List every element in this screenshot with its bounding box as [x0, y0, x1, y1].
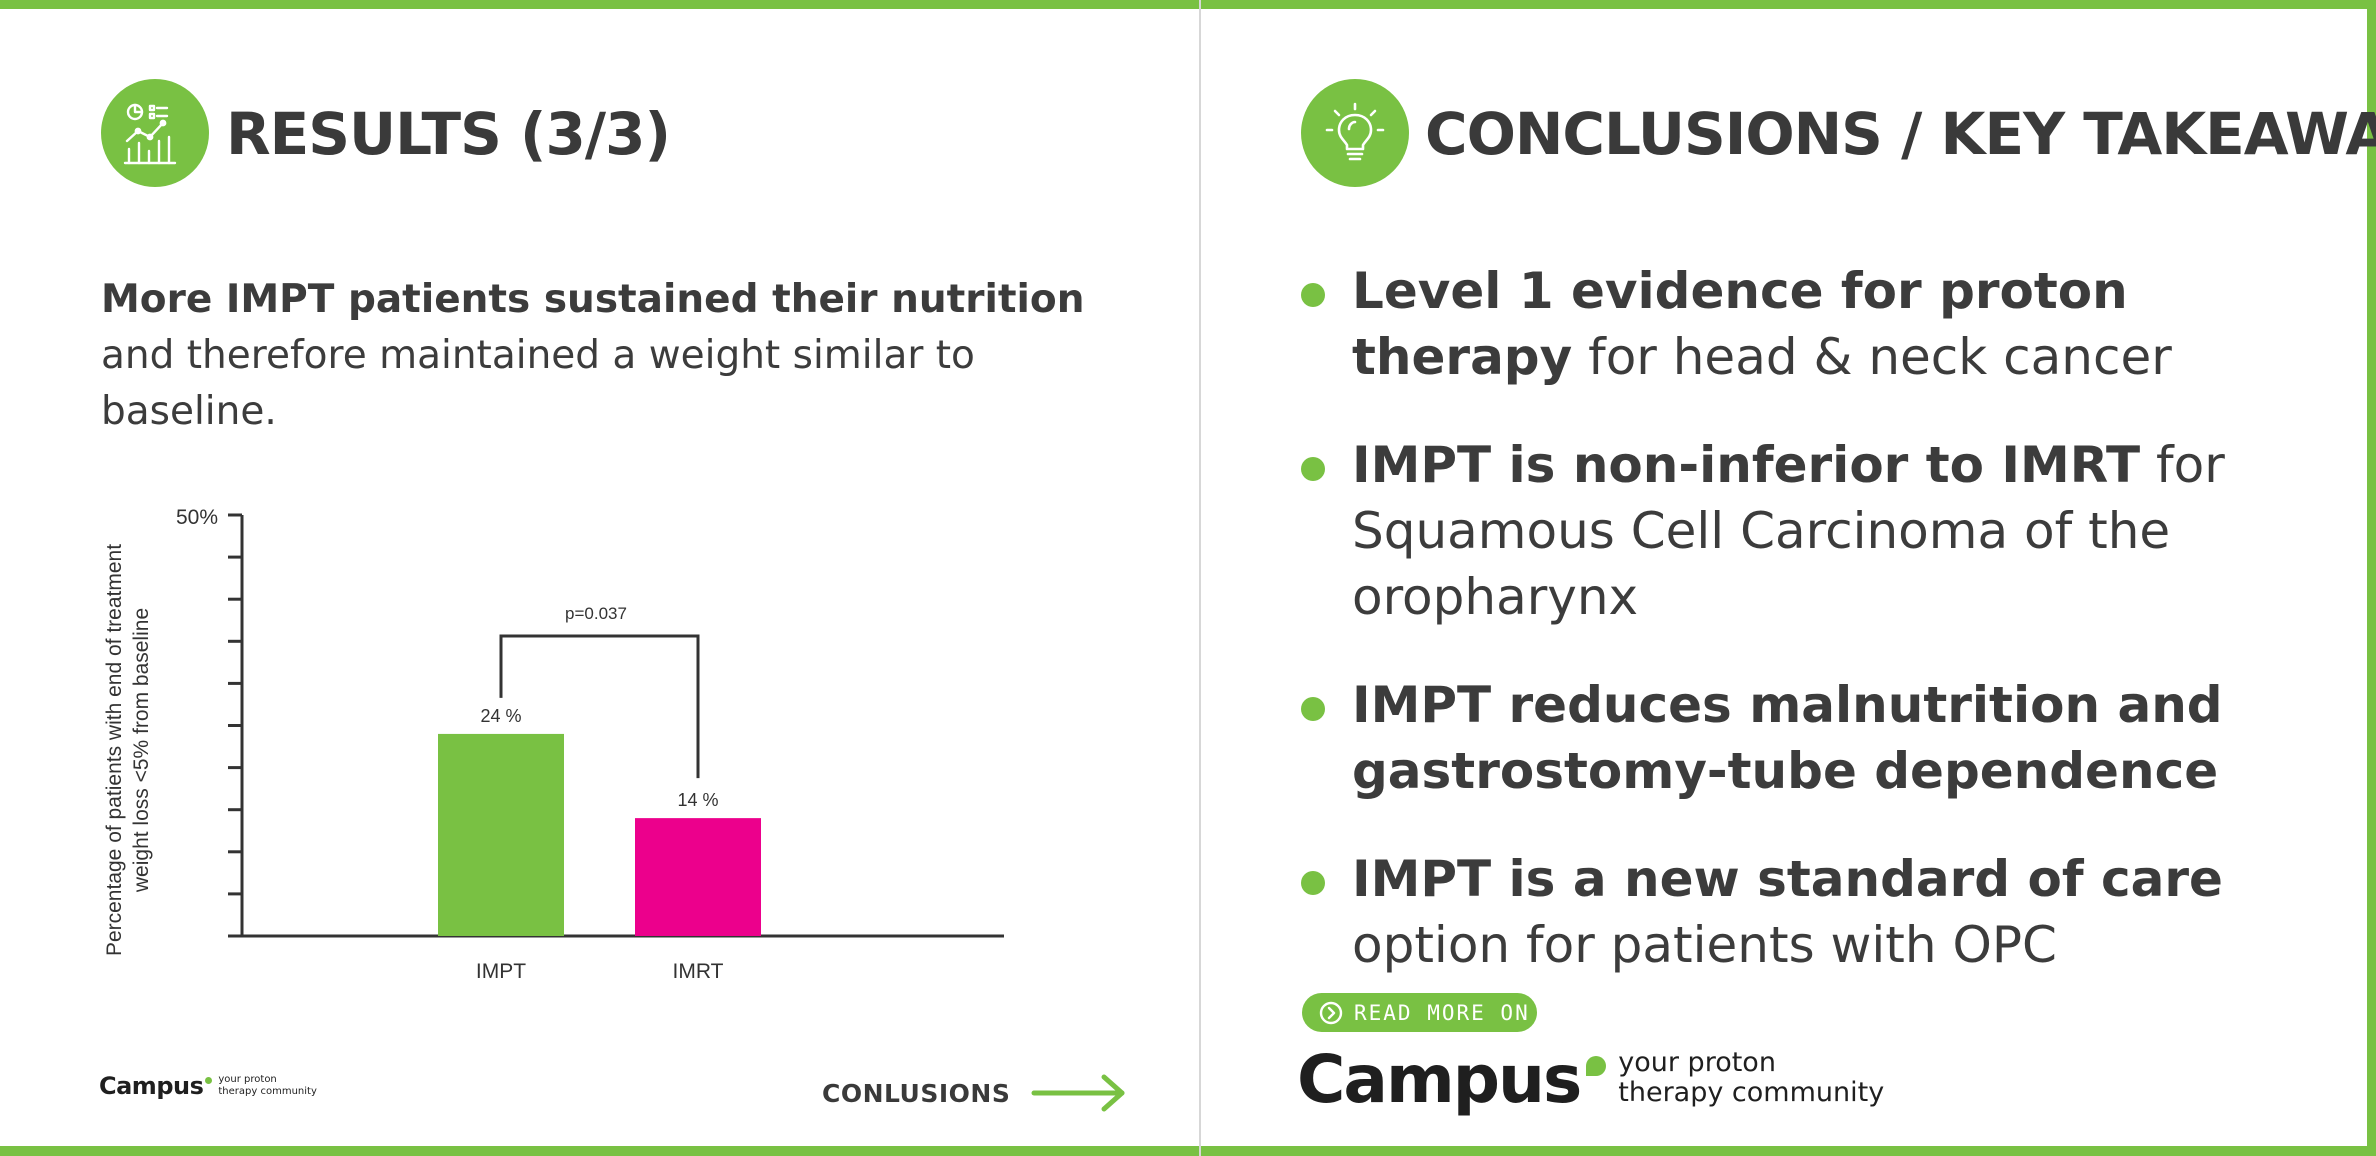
campus-logo-large[interactable]: Campus your proton therapy community: [1297, 1040, 1884, 1120]
brand-tagline-line-2: therapy community: [1618, 1077, 1885, 1108]
chart-significance-bracket: [499, 634, 700, 779]
chart-ylabel-line-1: Percentage of patients with end of treat…: [103, 544, 126, 956]
takeaway-bold: IMPT is non-inferior to IMRT: [1352, 436, 2141, 494]
takeaway-bold: IMPT reduces malnutrition and gastrostom…: [1352, 676, 2223, 800]
chart-bars: 24 % IMPT 14 % IMRT: [438, 634, 761, 983]
read-more-button[interactable]: READ MORE ON: [1302, 993, 1537, 1032]
takeaway-item: Level 1 evidence for proton therapy for …: [1300, 258, 2350, 390]
chart-bar-imrt: [635, 818, 761, 936]
weight-loss-bar-chart: Percentage of patients with end of treat…: [103, 506, 1004, 983]
chevron-circle-right-icon: [1319, 1001, 1343, 1024]
next-section-label[interactable]: CONLUSIONS: [822, 1078, 1011, 1108]
takeaway-rest: option for patients with OPC: [1352, 916, 2057, 974]
bullet-icon: [1301, 457, 1325, 481]
brand-tagline-line-2: therapy community: [218, 1086, 317, 1097]
brand-tagline: your proton therapy community: [1618, 1048, 1884, 1108]
bullet-icon: [1301, 283, 1325, 307]
chart-value-label: 24 %: [480, 706, 521, 726]
chart-ytick-label: 50%: [176, 506, 218, 529]
chart-value-label: 14 %: [677, 790, 718, 810]
bullet-icon: [1301, 871, 1325, 895]
chart-significance-label: p=0.037: [565, 604, 627, 623]
chart-ylabel-line-2: weight loss <5% from baseline: [130, 608, 153, 893]
takeaway-item: IMPT is a new standard of care option fo…: [1300, 846, 2350, 978]
brand-name: Campus: [1297, 1041, 1582, 1118]
top-border: [0, 0, 2376, 9]
conclusions-title: CONCLUSIONS / KEY TAKEAWAYS: [1425, 100, 2376, 168]
takeaway-bold: IMPT is a new standard of care: [1352, 850, 2223, 908]
campus-logo-small: Campus your proton therapy community: [99, 1072, 317, 1100]
chart-category-label: IMPT: [476, 960, 526, 983]
chart-analytics-icon: [101, 79, 209, 187]
takeaway-item: IMPT reduces malnutrition and gastrostom…: [1300, 672, 2350, 804]
results-title: RESULTS (3/3): [226, 100, 671, 168]
takeaway-rest: for head & neck cancer: [1572, 328, 2172, 386]
lightbulb-icon: [1301, 79, 1409, 187]
chart-bar-impt: [438, 733, 564, 936]
next-section-link[interactable]: CONLUSIONS: [822, 1073, 1130, 1113]
chart-category-label: IMRT: [673, 960, 724, 983]
brand-tagline: your proton therapy community: [218, 1074, 317, 1098]
results-summary: More IMPT patients sustained their nutri…: [101, 272, 1101, 440]
chart-axes: [228, 513, 1004, 938]
results-summary-bold: More IMPT patients sustained their nutri…: [101, 277, 1085, 322]
takeaway-item: IMPT is non-inferior to IMRT for Squamou…: [1300, 432, 2350, 630]
brand-dot-icon: [1586, 1056, 1607, 1076]
bullet-icon: [1301, 697, 1325, 721]
brand-dot-icon: [205, 1077, 213, 1084]
read-more-label[interactable]: READ MORE ON: [1354, 1000, 1530, 1025]
arrow-right-icon[interactable]: [1030, 1073, 1130, 1113]
takeaway-rest: for Squamous Cell Carcinoma of the oroph…: [1352, 436, 2225, 626]
right-border: [2367, 0, 2376, 1156]
brand-tagline-line-1: your proton: [1618, 1047, 1776, 1078]
results-summary-rest: and therefore maintained a weight simila…: [101, 333, 975, 434]
page-divider: [1199, 0, 1201, 1156]
brand-tagline-line-1: your proton: [218, 1074, 277, 1085]
bottom-border: [0, 1146, 2376, 1156]
takeaway-bold: Level 1 evidence for proton therapy: [1352, 262, 2128, 386]
takeaways-list: Level 1 evidence for proton therapy for …: [1300, 258, 2350, 1020]
brand-name: Campus: [99, 1072, 204, 1100]
